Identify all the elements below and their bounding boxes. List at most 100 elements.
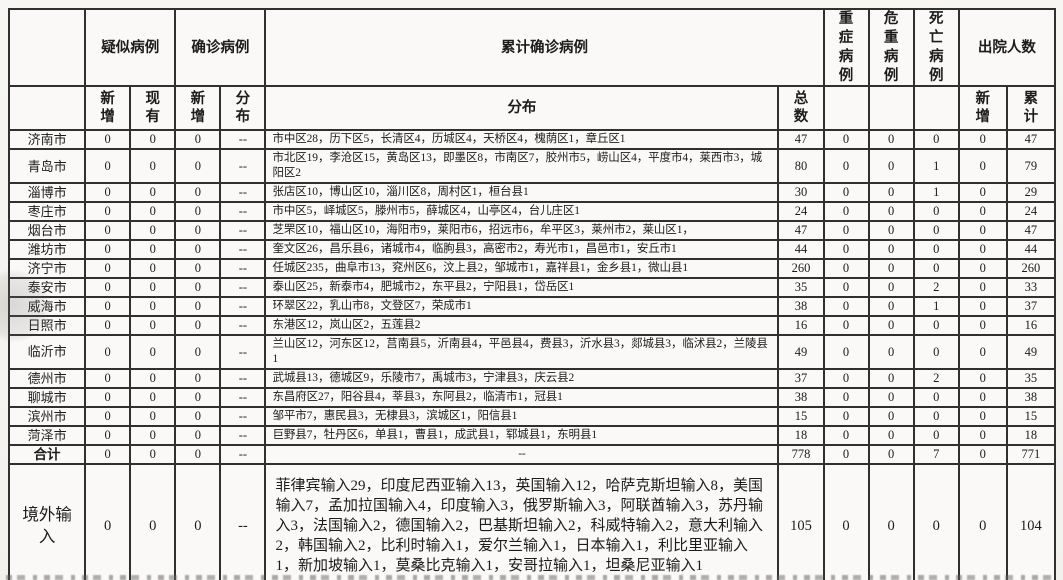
confirmed-new-cell: 0 xyxy=(174,220,222,242)
severe-cell: 0 xyxy=(822,148,870,185)
confirmed-dist-cell: -- xyxy=(219,129,267,151)
confirmed-dist-cell: -- xyxy=(219,201,267,223)
total-cell: 37 xyxy=(777,368,825,390)
header-suspected-cases: 疑似病例 xyxy=(84,7,177,88)
severe-cell: 0 xyxy=(822,406,870,428)
city-cell: 威海市 xyxy=(7,296,87,318)
confirmed-new-cell: 0 xyxy=(174,258,222,280)
suspected-new-cell: 0 xyxy=(84,444,132,466)
distribution-cell: 芝罘区10，福山区10，海阳市9，莱阳市6，招远市6，牟平区3，莱州市2，莱山区… xyxy=(264,220,780,242)
confirmed-dist-cell: -- xyxy=(219,315,267,337)
discharged-cum-cell: 29 xyxy=(1005,182,1057,204)
severe-cell: 0 xyxy=(822,425,870,447)
distribution-cell: 市中区5，峄城区5，滕州市5，薛城区4，山亭区4，台儿庄区1 xyxy=(264,201,780,223)
city-name: 滨州市 xyxy=(27,408,67,424)
discharged-new-cell: 0 xyxy=(957,387,1008,409)
table-row: 聊城市 0 0 0 -- 东昌府区27，阳谷县4，莘县3，东阿县2，临清市1，冠… xyxy=(7,387,1057,409)
suspected-new-cell: 0 xyxy=(84,129,132,151)
suspected-existing-cell: 0 xyxy=(129,334,177,371)
city-cell: 枣庄市 xyxy=(7,201,87,223)
discharged-new-cell: 0 xyxy=(957,406,1008,428)
discharged-new-cell: 0 xyxy=(957,129,1008,151)
death-cell: 0 xyxy=(912,129,960,151)
city-cell: 滨州市 xyxy=(7,406,87,428)
suspected-new-cell: 0 xyxy=(84,258,132,280)
city-cell: 境外输入 xyxy=(7,463,87,580)
suspected-existing-cell: 0 xyxy=(129,406,177,428)
discharged-new-cell: 0 xyxy=(957,368,1008,390)
header-death-cases: 死亡病例 xyxy=(912,7,960,88)
subheader-suspected-new-text: 新增 xyxy=(100,90,115,126)
distribution-cell: 市中区28，历下区5，长清区4，历城区4，天桥区4，槐荫区1，章丘区1 xyxy=(264,129,780,151)
header-cumulative-confirmed-cases: 累计确诊病例 xyxy=(264,7,825,88)
discharged-new-cell: 0 xyxy=(957,425,1008,447)
critical-cell: 0 xyxy=(867,315,915,337)
subheader-confirmed-new: 新增 xyxy=(174,85,222,132)
critical-cell: 0 xyxy=(867,463,915,580)
discharged-cum-cell: 24 xyxy=(1005,201,1057,223)
death-cell: 1 xyxy=(912,296,960,318)
discharged-new-cell: 0 xyxy=(957,444,1008,466)
confirmed-new-cell: 0 xyxy=(174,201,222,223)
table-row: 潍坊市 0 0 0 -- 奎文区26，昌乐县6，诸城市4，临朐县3，高密市2，寿… xyxy=(7,239,1057,261)
header-discharged: 出院人数 xyxy=(957,7,1057,88)
suspected-existing-cell: 0 xyxy=(129,387,177,409)
city-name: 烟台市 xyxy=(27,222,67,238)
table-row: 泰安市 0 0 0 -- 泰山区25，新泰市4，肥城市2，东平县2，宁阳县1，岱… xyxy=(7,277,1057,299)
death-cell: 0 xyxy=(912,463,960,580)
city-cell: 潍坊市 xyxy=(7,239,87,261)
subheader-distribution: 分布 xyxy=(264,85,780,132)
city-cell: 德州市 xyxy=(7,368,87,390)
severe-cell: 0 xyxy=(822,296,870,318)
confirmed-new-cell: 0 xyxy=(174,182,222,204)
subheader-discharged-new-text: 新增 xyxy=(975,90,991,126)
death-cell: 0 xyxy=(912,406,960,428)
critical-cell: 0 xyxy=(867,182,915,204)
table-row: 淄博市 0 0 0 -- 张店区10，博山区10，淄川区8，周村区1，桓台县1 … xyxy=(7,182,1057,204)
subheader-total-text: 总数 xyxy=(793,90,809,126)
suspected-existing-cell: 0 xyxy=(129,258,177,280)
discharged-cum-cell: 47 xyxy=(1005,220,1057,242)
confirmed-new-cell: 0 xyxy=(174,406,222,428)
discharged-cum-cell: 33 xyxy=(1005,277,1057,299)
city-name: 潍坊市 xyxy=(27,241,67,257)
city-cell: 济宁市 xyxy=(7,258,87,280)
suspected-existing-cell: 0 xyxy=(129,129,177,151)
distribution-cell: 兰山区12，河东区12，莒南县5，沂南县4，平邑县4，费县3，沂水县3，郯城县3… xyxy=(264,334,780,371)
header-row-subcolumns: 新增 现有 新增 分布 分布 总数 新增 累计 xyxy=(7,85,1057,132)
table-row: 济宁市 0 0 0 -- 任城区235，曲阜市13，兖州区6，汶上县2，邹城市1… xyxy=(7,258,1057,280)
death-cell: 1 xyxy=(912,182,960,204)
critical-cell: 0 xyxy=(867,239,915,261)
suspected-new-cell: 0 xyxy=(84,425,132,447)
critical-cell: 0 xyxy=(867,129,915,151)
city-cell: 淄博市 xyxy=(7,182,87,204)
suspected-new-cell: 0 xyxy=(84,463,132,580)
total-cell: 24 xyxy=(777,201,825,223)
suspected-existing-cell: 0 xyxy=(129,220,177,242)
discharged-cum-cell: 16 xyxy=(1005,315,1057,337)
header-row-groups: 疑似病例 确诊病例 累计确诊病例 重症病例 危重病例 死亡病例 出院人数 xyxy=(7,7,1057,88)
suspected-existing-cell: 0 xyxy=(129,425,177,447)
total-cell: 105 xyxy=(777,463,825,580)
header-city-empty xyxy=(7,7,87,88)
severe-cell: 0 xyxy=(822,334,870,371)
distribution-cell: 泰山区25，新泰市4，肥城市2，东平县2，宁阳县1，岱岳区1 xyxy=(264,277,780,299)
death-cell: 0 xyxy=(912,220,960,242)
city-cell: 日照市 xyxy=(7,315,87,337)
city-cell: 济南市 xyxy=(7,129,87,151)
critical-cell: 0 xyxy=(867,220,915,242)
death-cell: 0 xyxy=(912,425,960,447)
critical-cell: 0 xyxy=(867,148,915,185)
discharged-cum-cell: 771 xyxy=(1005,444,1057,466)
subheader-suspected-existing-text: 现有 xyxy=(145,90,161,126)
city-cell: 合计 xyxy=(7,444,87,466)
header-severe-cases: 重症病例 xyxy=(822,7,870,88)
total-cell: 47 xyxy=(777,129,825,151)
header-empty-cell xyxy=(7,85,87,132)
header-critical-text: 危重病例 xyxy=(883,11,899,84)
table-row: 济南市 0 0 0 -- 市中区28，历下区5，长清区4，历城区4，天桥区4，槐… xyxy=(7,129,1057,151)
total-cell: 30 xyxy=(777,182,825,204)
death-cell: 0 xyxy=(912,201,960,223)
table-row: 日照市 0 0 0 -- 东港区12，岚山区2，五莲县2 16 0 0 0 0 … xyxy=(7,315,1057,337)
